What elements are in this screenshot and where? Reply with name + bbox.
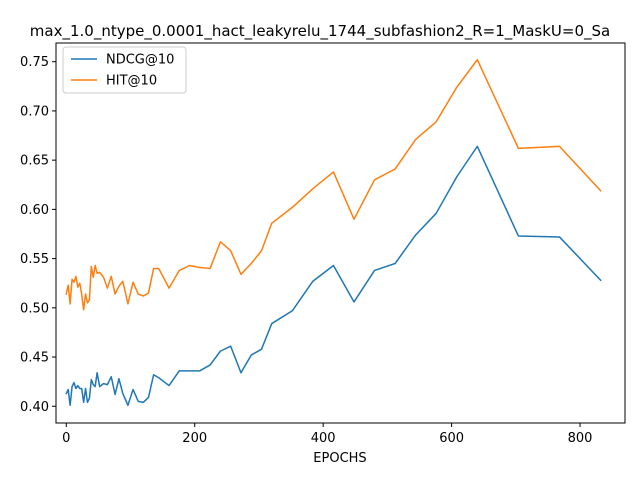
legend: NDCG@10 HIT@10 [62, 46, 187, 94]
y-tick-label: 0.70 [20, 104, 49, 119]
x-axis-label: EPOCHS [313, 451, 366, 466]
series-layer [65, 58, 602, 407]
series-line-hit-10 [65, 58, 602, 311]
legend-label: HIT@10 [106, 74, 157, 89]
y-tick-label: 0.40 [20, 400, 49, 415]
legend-label: NDCG@10 [106, 53, 174, 68]
x-axis: 0 200 400 600 800 [62, 423, 592, 446]
y-tick-label: 0.75 [20, 55, 49, 70]
x-tick-label: 800 [568, 431, 593, 446]
series-line-ndcg-10 [65, 145, 602, 407]
y-tick-label: 0.55 [20, 252, 49, 267]
x-tick-label: 600 [439, 431, 464, 446]
y-axis: 0.40 0.45 0.50 0.55 0.60 0.65 0.70 0.75 [20, 55, 56, 415]
x-tick-label: 200 [182, 431, 207, 446]
y-tick-label: 0.65 [20, 154, 49, 169]
y-tick-label: 0.45 [20, 351, 49, 366]
chart-title: max_1.0_ntype_0.0001_hact_leakyrelu_1744… [30, 22, 610, 41]
x-tick-label: 0 [62, 431, 70, 446]
axes-frame [55, 42, 626, 424]
x-tick-label: 400 [311, 431, 336, 446]
y-tick-label: 0.50 [20, 301, 49, 316]
y-tick-label: 0.60 [20, 203, 49, 218]
